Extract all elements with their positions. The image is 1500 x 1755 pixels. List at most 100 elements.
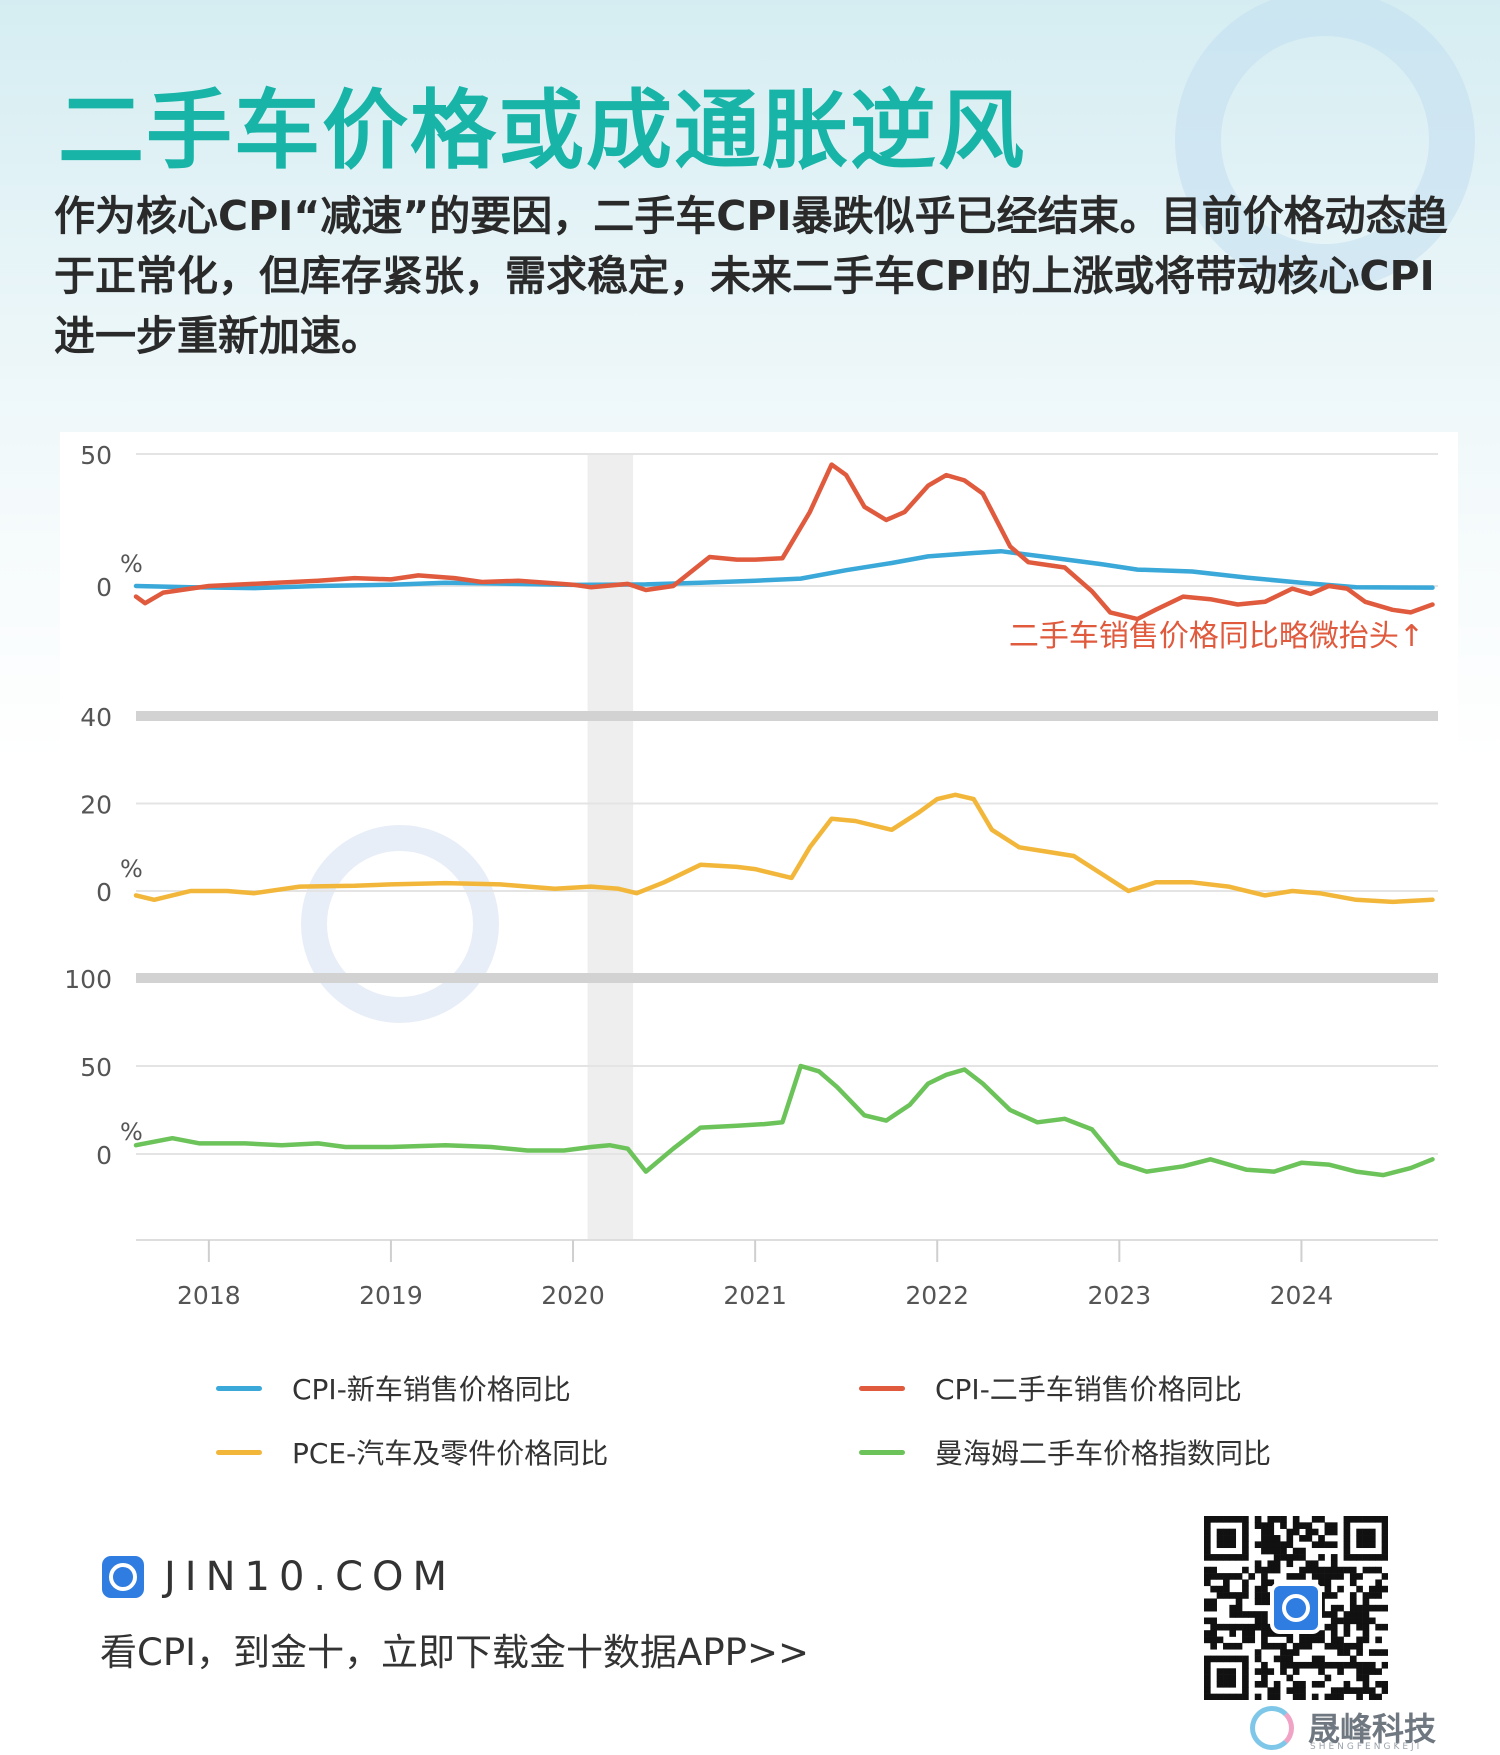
qr-module [1254, 1611, 1262, 1618]
qr-module [1273, 1541, 1281, 1549]
qr-module [1368, 1668, 1376, 1675]
qr-module [1210, 1598, 1217, 1606]
qr-module [1305, 1528, 1313, 1536]
qr-module [1368, 1693, 1376, 1701]
qr-module [1267, 1687, 1275, 1694]
qr-module [1305, 1535, 1313, 1542]
qr-module [1337, 1617, 1344, 1625]
qr-module [1229, 1573, 1237, 1580]
qr-code[interactable] [1204, 1516, 1389, 1701]
qr-module [1356, 1693, 1363, 1701]
qr-module [1267, 1566, 1275, 1574]
qr-module [1292, 1668, 1300, 1675]
qr-module [1261, 1680, 1268, 1688]
qr-module [1318, 1535, 1325, 1542]
qr-module [1273, 1554, 1281, 1561]
qr-module [1223, 1674, 1230, 1682]
qr-module [1299, 1642, 1306, 1650]
qr-module [1368, 1541, 1376, 1549]
qr-module [1216, 1674, 1224, 1682]
qr-module [1280, 1554, 1287, 1561]
qr-module [1210, 1554, 1217, 1561]
qr-module [1368, 1585, 1376, 1593]
site-url[interactable]: JIN10.COM [164, 1554, 457, 1600]
app-download-promo[interactable]: 看CPI，到金十，立即下载金十数据APP>> [100, 1631, 809, 1674]
qr-module [1349, 1598, 1357, 1606]
qr-module [1210, 1585, 1217, 1593]
qr-module [1337, 1636, 1344, 1644]
qr-module [1349, 1592, 1357, 1599]
qr-module [1311, 1680, 1319, 1688]
qr-module [1299, 1693, 1306, 1701]
qr-module [1242, 1592, 1249, 1599]
qr-module [1267, 1516, 1275, 1523]
qr-module [1349, 1687, 1357, 1694]
qr-module [1261, 1623, 1268, 1631]
qr-module [1235, 1655, 1243, 1663]
qr-module [1242, 1611, 1249, 1618]
qr-module [1292, 1680, 1300, 1688]
qr-module [1216, 1573, 1224, 1580]
qr-module [1337, 1573, 1344, 1580]
qr-module [1223, 1680, 1230, 1688]
qr-module [1204, 1636, 1211, 1644]
qr-module [1381, 1516, 1389, 1523]
qr-module [1216, 1655, 1224, 1663]
qr-module [1299, 1636, 1306, 1644]
qr-module [1343, 1611, 1351, 1618]
jin10-logo-icon [102, 1556, 144, 1598]
qr-module [1254, 1516, 1262, 1523]
qr-module [1254, 1592, 1262, 1599]
qr-module [1381, 1680, 1389, 1688]
qr-module [1223, 1528, 1230, 1536]
qr-module [1375, 1516, 1382, 1523]
x-tick-label: 2020 [541, 1281, 605, 1310]
x-tick-label: 2024 [1270, 1281, 1334, 1310]
qr-module [1330, 1592, 1338, 1599]
qr-module [1210, 1617, 1217, 1625]
qr-module [1286, 1560, 1294, 1568]
qr-module [1210, 1566, 1217, 1574]
qr-module [1362, 1566, 1370, 1574]
qr-module [1254, 1649, 1262, 1656]
qr-module [1229, 1528, 1237, 1536]
legend-swatch [859, 1385, 905, 1391]
qr-module [1286, 1541, 1294, 1549]
qr-module [1204, 1598, 1211, 1606]
qr-module [1375, 1693, 1382, 1701]
qr-module [1292, 1573, 1300, 1580]
qr-module [1204, 1617, 1211, 1625]
qr-module [1311, 1541, 1319, 1549]
qr-module [1330, 1687, 1338, 1694]
qr-module [1318, 1554, 1325, 1561]
qr-module [1280, 1649, 1287, 1656]
y-tick-label: 0 [96, 573, 112, 602]
chart-annotation: 二手车销售价格同比略微抬头↑ [1009, 619, 1424, 654]
qr-module [1381, 1687, 1389, 1694]
qr-module [1204, 1566, 1211, 1574]
qr-module [1204, 1547, 1211, 1555]
qr-module [1248, 1630, 1256, 1637]
qr-module [1229, 1516, 1237, 1523]
qr-module [1318, 1541, 1325, 1549]
qr-module [1356, 1661, 1363, 1669]
shaded-period [587, 454, 634, 1240]
x-tick-label: 2018 [177, 1281, 241, 1310]
qr-module [1229, 1630, 1237, 1637]
qr-module [1216, 1668, 1224, 1675]
qr-module [1330, 1623, 1338, 1631]
qr-module [1280, 1516, 1287, 1523]
qr-module [1261, 1592, 1268, 1599]
qr-module [1292, 1693, 1300, 1701]
qr-module [1210, 1642, 1217, 1650]
qr-module [1375, 1623, 1382, 1631]
qr-module [1381, 1573, 1389, 1580]
qr-module [1356, 1528, 1363, 1536]
qr-module [1273, 1560, 1281, 1568]
qr-module [1235, 1573, 1243, 1580]
qr-module [1318, 1516, 1325, 1523]
qr-module [1368, 1528, 1376, 1536]
qr-module [1292, 1554, 1300, 1561]
qr-module [1286, 1655, 1294, 1663]
qr-module [1318, 1668, 1325, 1675]
